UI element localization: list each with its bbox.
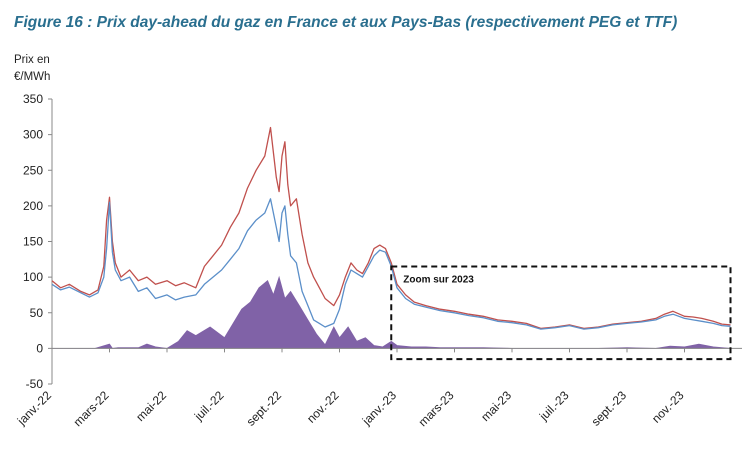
line-series-0 [51, 126, 731, 330]
y-tick-label: 50 [30, 306, 44, 320]
x-tick-label: nov.-22 [304, 388, 342, 426]
zoom-annotation: Zoom sur 2023 [390, 265, 732, 361]
x-tick-label: mars-23 [416, 388, 457, 429]
chart-title: Figure 16 : Prix day-ahead du gaz en Fra… [14, 14, 678, 31]
y-tick-label: 150 [23, 235, 43, 249]
axes-layer [48, 98, 742, 385]
y-tick-label: 350 [23, 92, 43, 106]
x-tick-label: mai-22 [133, 388, 169, 424]
y-axis-label-line-2: €/MWh [14, 71, 50, 83]
line-series-layer [51, 126, 731, 330]
zoom-label: Zoom sur 2023 [403, 274, 474, 285]
x-tick-label: juil.-22 [191, 388, 227, 424]
y-axis-label-line-1: Prix en [14, 54, 50, 66]
x-tick-label: mai-23 [478, 388, 514, 424]
y-tick-label: 250 [23, 163, 43, 177]
y-tick-label: 100 [23, 270, 43, 284]
x-tick-label: janv.-22 [14, 388, 54, 428]
y-tick-label: 200 [23, 199, 43, 213]
line-series-1 [51, 198, 731, 330]
zoom-box [390, 265, 732, 361]
x-tick-label: nov.-23 [649, 388, 687, 426]
x-tick-label: mars-22 [71, 388, 112, 429]
y-tick-label: -50 [26, 377, 44, 391]
y-tick-labels: -50 0 50 100 150 200 250 300 350 [23, 92, 43, 391]
y-tick-label: 300 [23, 128, 43, 142]
x-tick-label: janv.-23 [359, 388, 399, 428]
y-tick-label: 0 [36, 341, 43, 355]
x-tick-label: juil.-23 [536, 388, 572, 424]
x-tick-label: sept.-22 [244, 388, 285, 429]
x-tick-label: sept.-23 [589, 388, 630, 429]
x-tick-labels: janv.-22 mars-22 mai-22 juil.-22 sept.-22 nov… [14, 388, 687, 429]
